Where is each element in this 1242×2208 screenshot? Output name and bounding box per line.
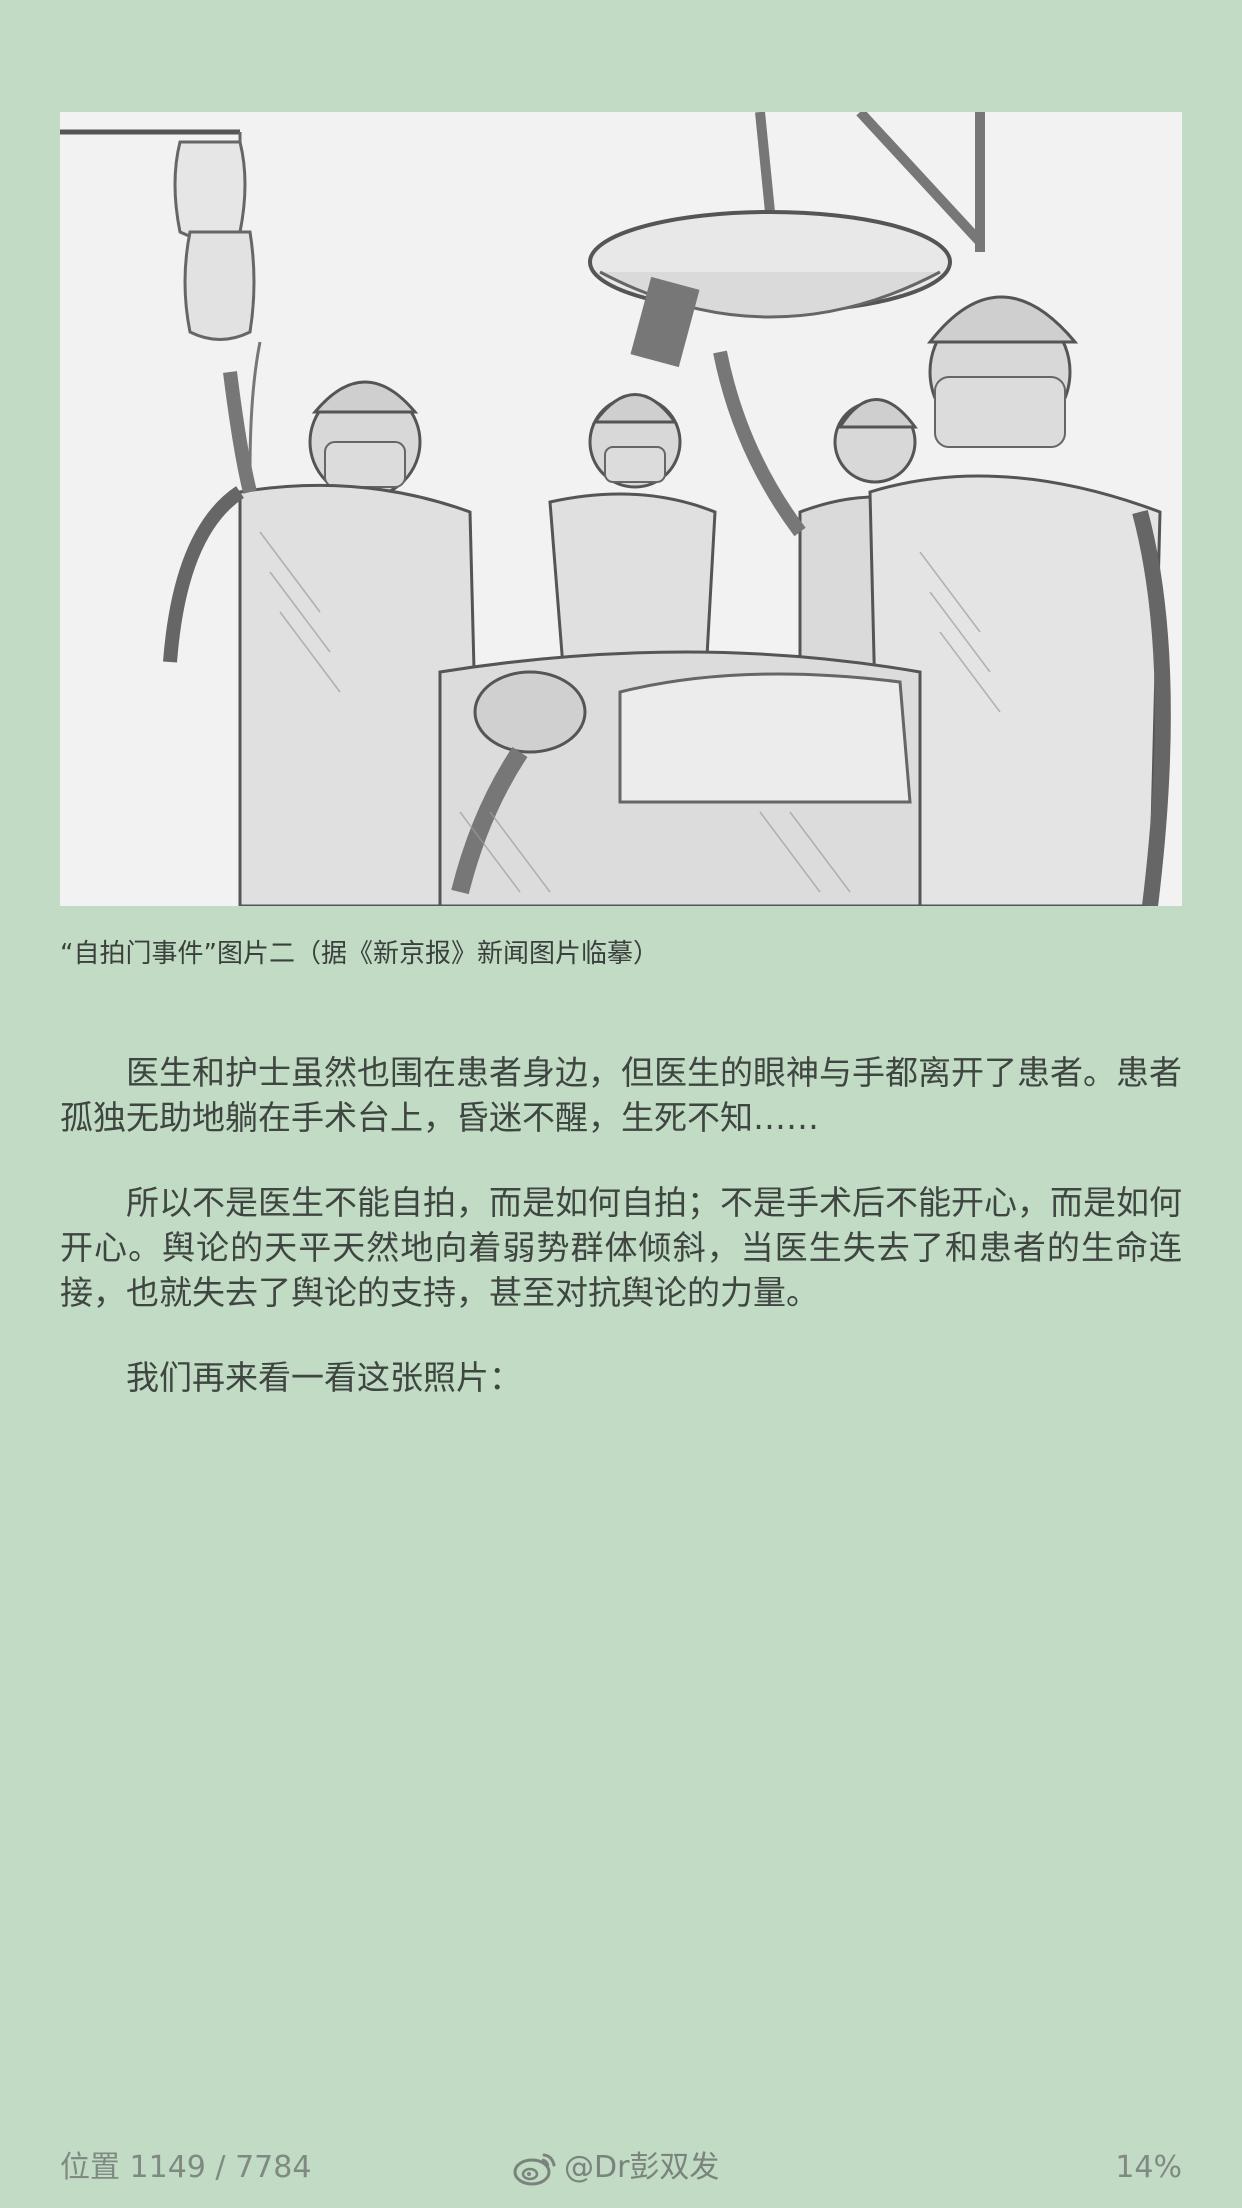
paragraph: 医生和护士虽然也围在患者身边，但医生的眼神与手都离开了患者。患者孤独无助地躺在手… xyxy=(60,1053,1182,1137)
paragraph: 所以不是医生不能自拍，而是如何自拍；不是手术后不能开心，而是如何开心。舆论的天平… xyxy=(60,1183,1182,1312)
surgery-sketch-image xyxy=(60,112,1182,906)
paragraph: 我们再来看一看这张照片： xyxy=(126,1358,522,1397)
weibo-watermark: @Dr彭双发 xyxy=(512,2146,719,2190)
weibo-icon xyxy=(513,2153,556,2186)
reader-footer: 位置 1149 / 7784 @Dr彭双发 14% xyxy=(60,2146,1182,2190)
illustration xyxy=(60,112,1182,906)
reading-position: 位置 1149 / 7784 xyxy=(60,2150,312,2185)
image-caption: “自拍门事件”图片二（据《新京报》新闻图片临摹） xyxy=(60,939,659,969)
reading-progress-percent: 14% xyxy=(1115,2150,1182,2185)
watermark-text: @Dr彭双发 xyxy=(564,2150,720,2185)
article-body: 医生和护士虽然也围在患者身边，但医生的眼神与手都离开了患者。患者孤独无助地躺在手… xyxy=(60,1050,1182,1440)
